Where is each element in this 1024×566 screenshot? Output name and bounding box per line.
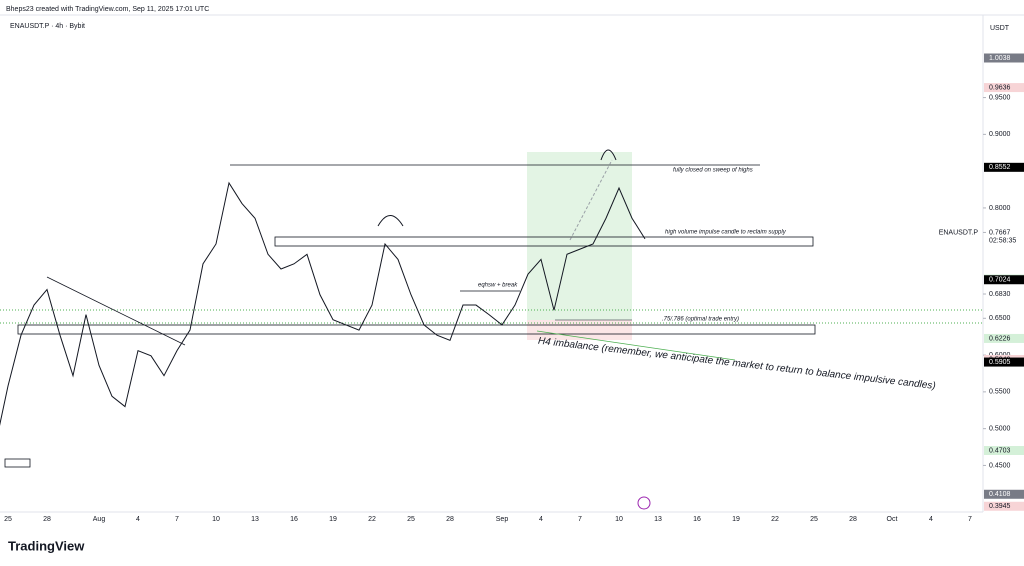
- price-label: 0.6500: [989, 315, 1011, 322]
- small-box: [4, 458, 31, 468]
- last-label: ENAUSDT.P: [939, 229, 979, 236]
- price-badge: [984, 445, 1024, 455]
- countdown: 02:58:35: [989, 237, 1016, 244]
- price-label: 0.7667: [989, 229, 1011, 236]
- trend-line: [46, 276, 186, 346]
- date-label: 4: [539, 516, 543, 523]
- price-line: [0, 181, 646, 426]
- date-label: 25: [810, 516, 818, 523]
- date-label: Aug: [93, 516, 106, 523]
- price-badge: [984, 83, 1024, 93]
- price-label: 0.3945: [989, 503, 1011, 510]
- long-zone: [527, 152, 632, 320]
- date-label: 22: [771, 516, 779, 523]
- price-label: 0.4108: [989, 491, 1011, 498]
- price-label: 0.7024: [989, 277, 1011, 284]
- price-label: 0.9636: [989, 84, 1011, 91]
- date-label: 19: [329, 516, 337, 523]
- price-label: 0.8552: [989, 164, 1011, 171]
- price-badge: [984, 489, 1024, 499]
- price-label: 0.6226: [989, 335, 1011, 342]
- date-label: 10: [212, 516, 220, 523]
- date-label: 13: [251, 516, 259, 523]
- price-badge: [984, 275, 1024, 285]
- annotation: high volume impulse candle to reclaim su…: [665, 230, 787, 236]
- date-label: 7: [968, 516, 972, 523]
- supply-box: [274, 236, 814, 247]
- price-badge: [984, 501, 1024, 511]
- price-label: 0.6830: [989, 291, 1011, 298]
- price-label: 1.0038: [989, 55, 1011, 62]
- date-label: 16: [693, 516, 701, 523]
- price-label: 0.5500: [989, 389, 1011, 396]
- price-label: 0.8000: [989, 205, 1011, 212]
- date-label: 19: [732, 516, 740, 523]
- date-label: Sep: [496, 516, 509, 523]
- event-icon[interactable]: [637, 496, 651, 510]
- credit: Bheps23 created with TradingView.com, Se…: [6, 6, 209, 13]
- date-label: 25: [407, 516, 415, 523]
- sweep-arc: [377, 149, 617, 227]
- projection: [569, 159, 613, 241]
- date-label: 4: [136, 516, 140, 523]
- annotation: .75/.786 (optimal trade entry): [662, 317, 739, 323]
- price-label: 0.5905: [989, 359, 1011, 366]
- date-label: 28: [849, 516, 857, 523]
- date-label: 28: [43, 516, 51, 523]
- date-label: 7: [175, 516, 179, 523]
- date-label: 22: [368, 516, 376, 523]
- date-label: Oct: [887, 516, 898, 523]
- date-label: 28: [446, 516, 454, 523]
- date-label: 25: [4, 516, 12, 523]
- annotation: eqhsw + break: [478, 283, 518, 289]
- date-label: 10: [615, 516, 623, 523]
- annotation: fully closed on sweep of highs: [673, 168, 753, 174]
- currency: USDT: [990, 25, 1010, 32]
- price-badge: [984, 162, 1024, 172]
- logo: TradingView: [8, 538, 85, 553]
- price-label: 0.9500: [989, 94, 1011, 101]
- date-label: 4: [929, 516, 933, 523]
- arrow: [536, 330, 736, 361]
- price-label: 0.9000: [989, 131, 1011, 138]
- date-label: 16: [290, 516, 298, 523]
- price-label: 0.5000: [989, 425, 1011, 432]
- price-badge: [984, 333, 1024, 343]
- price-badge: [984, 53, 1024, 63]
- date-label: 7: [578, 516, 582, 523]
- price-badge: [984, 357, 1024, 367]
- demand-box: [17, 324, 816, 335]
- price-label: 0.4500: [989, 462, 1011, 469]
- price-label: 0.4703: [989, 447, 1011, 454]
- symbol: ENAUSDT.P · 4h · Bybit: [10, 23, 85, 30]
- date-label: 13: [654, 516, 662, 523]
